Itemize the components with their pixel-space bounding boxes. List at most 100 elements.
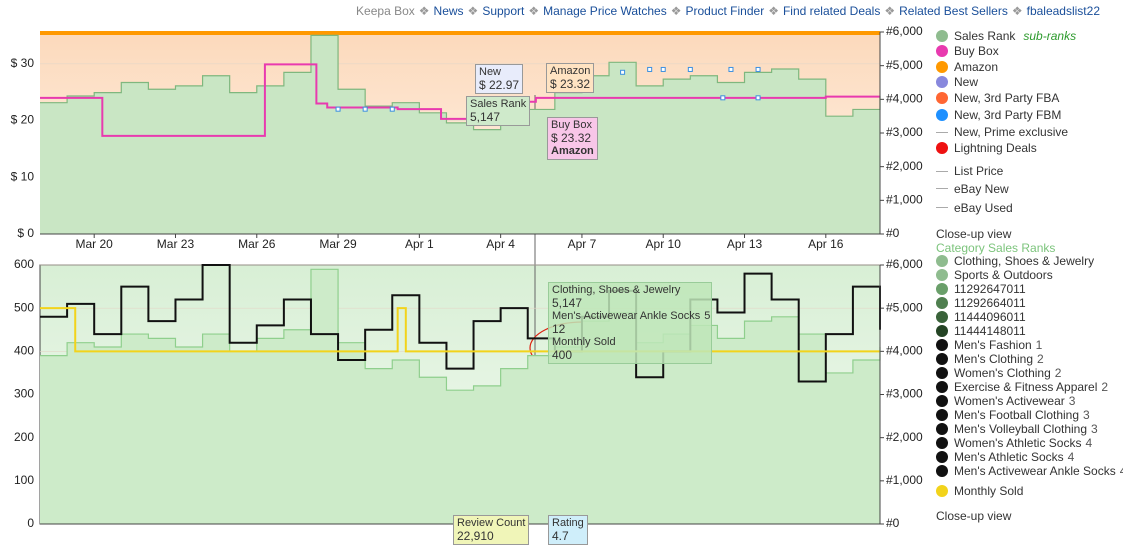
legend-dot xyxy=(936,450,948,463)
legend-label: eBay Used xyxy=(954,200,1013,215)
legend-label: Men's Volleyball Clothing xyxy=(954,421,1088,436)
legend-item[interactable]: Exercise & Fitness Apparel 2 xyxy=(936,380,1123,394)
nav-link[interactable]: Manage Price Watches xyxy=(543,4,667,18)
legend-level: 3 xyxy=(1083,407,1090,422)
tooltip-value: 5,147 xyxy=(470,110,501,124)
rank-area xyxy=(40,35,880,234)
legend-item[interactable]: 11292664011 xyxy=(936,296,1123,310)
charts: $ 0 $ 10 $ 20 $ 30 #0 #1,000 #2,000 #3,000 #4,00… xyxy=(11,24,923,530)
legend-item[interactable]: 11444148011 xyxy=(936,324,1123,338)
x-tick-label: Apr 10 xyxy=(646,237,682,251)
legend-item[interactable]: eBay New xyxy=(936,179,1123,198)
y-tick-label: 500 xyxy=(14,300,34,314)
nav-link[interactable]: Support xyxy=(482,4,525,18)
sub-ranks[interactable]: sub-ranks xyxy=(1023,28,1077,43)
legend-item[interactable]: Men's Fashion 1 xyxy=(936,338,1123,352)
y-tick-label: 0 xyxy=(27,516,34,530)
tooltip-level: 5 xyxy=(704,310,711,322)
legend-item[interactable]: Lightning Deals xyxy=(936,140,1123,156)
legend-item[interactable]: Sales Rank sub-ranks xyxy=(936,28,1123,44)
legend-item[interactable]: List Price xyxy=(936,164,1123,180)
tooltip: Sales Rank 5,147 xyxy=(466,96,531,126)
nav-link[interactable]: fbaleadslist22 xyxy=(1026,4,1100,18)
legend-item[interactable]: New, Prime exclusive xyxy=(936,125,1123,141)
y-tick-label: $ 10 xyxy=(11,169,35,183)
x-tick-label: Mar 23 xyxy=(157,237,195,251)
legend-level: 2 xyxy=(1037,351,1044,366)
legend-label: Men's Activewear Ankle Socks xyxy=(954,463,1116,478)
legend-dot xyxy=(936,310,948,323)
legend-item[interactable]: eBay Used xyxy=(936,198,1123,217)
nav-bar: Keepa Box ❖ News ❖ Support ❖ Manage Price Watc… xyxy=(352,4,1100,18)
legend-item[interactable]: Women's Athletic Socks 4 xyxy=(936,436,1123,450)
tooltip-rank: 5,147 xyxy=(552,296,583,310)
tooltip-label: Sales Rank xyxy=(470,98,527,110)
y-tick-label: $ 20 xyxy=(11,113,35,127)
nav-separator: ❖ xyxy=(528,4,540,18)
legend-item[interactable]: Men's Football Clothing 3 xyxy=(936,408,1123,422)
footer-label: Review Count xyxy=(457,517,526,529)
legend-dot xyxy=(936,254,948,267)
legend-dot xyxy=(936,324,948,337)
nav-link[interactable]: Related Best Sellers xyxy=(899,4,1008,18)
legend-label: eBay New xyxy=(954,181,1009,196)
legend-label: Lightning Deals xyxy=(954,140,1037,155)
closeup-toggle[interactable]: Close-up view xyxy=(936,227,1012,242)
y-tick-label: $ 30 xyxy=(11,56,35,70)
new-price-point xyxy=(755,66,761,72)
legend-item[interactable]: Sports & Outdoors xyxy=(936,268,1123,282)
legend-item[interactable]: Monthly Sold xyxy=(936,483,1123,499)
legend-item[interactable]: Men's Volleyball Clothing 3 xyxy=(936,422,1123,436)
legend-item[interactable]: New xyxy=(936,75,1123,91)
nav-link[interactable]: Keepa Box xyxy=(356,4,415,18)
legend-level: 2 xyxy=(1101,379,1109,394)
legend-label: New, Prime exclusive xyxy=(954,125,1069,140)
legend-dot xyxy=(936,422,948,435)
closeup-toggle[interactable]: Close-up view xyxy=(936,508,1012,523)
legend-label: New xyxy=(954,75,979,90)
x-tick-label: Mar 29 xyxy=(319,237,357,251)
new-price-point xyxy=(660,66,666,72)
legend-item[interactable]: Women's Clothing 2 xyxy=(936,366,1123,380)
step-line xyxy=(40,307,880,353)
legend-item[interactable]: Amazon xyxy=(936,59,1123,75)
x-tick-label: Apr 13 xyxy=(727,237,763,251)
y2-tick-label: #2,000 xyxy=(886,430,923,444)
y-tick-label: 300 xyxy=(14,387,34,401)
legend-label: List Price xyxy=(954,164,1004,179)
legend-item[interactable]: 11444096011 xyxy=(936,310,1123,324)
legend-dot xyxy=(936,394,948,407)
legend-dot xyxy=(936,91,948,104)
legend-item[interactable]: Clothing, Shoes & Jewelry xyxy=(936,254,1123,268)
legend-label: Monthly Sold xyxy=(954,483,1024,498)
footer-value: 22,910 xyxy=(457,529,494,543)
new-price-point xyxy=(687,66,693,72)
legend-item[interactable]: New, 3rd Party FBM xyxy=(936,106,1123,125)
y2-tick-label: #4,000 xyxy=(886,344,923,358)
nav-separator: ❖ xyxy=(467,4,479,18)
legend-item[interactable]: Men's Clothing 2 xyxy=(936,352,1123,366)
new-price-point xyxy=(720,95,726,101)
legend-level: 1 xyxy=(1035,337,1043,352)
footer-tooltip: Rating 4.7 xyxy=(548,515,588,545)
tooltip: Buy Box $ 23.32 Amazon xyxy=(547,117,598,160)
y-tick-label: 600 xyxy=(14,257,34,271)
nav-link[interactable]: Product Finder xyxy=(685,4,765,18)
legend-dot xyxy=(936,109,948,121)
legend-label: 11292647011 xyxy=(954,281,1026,296)
legend-item[interactable]: Men's Athletic Socks 4 xyxy=(936,450,1123,464)
legend-item[interactable]: Buy Box xyxy=(936,44,1123,60)
tooltip-label: New xyxy=(479,66,502,78)
tooltip-value: $ 22.97 xyxy=(479,78,520,92)
legend-label: 11444148011 xyxy=(954,323,1026,338)
legend-item[interactable]: Women's Activewear 3 xyxy=(936,394,1123,408)
tooltip: Amazon $ 23.32 xyxy=(546,63,595,93)
legend-item[interactable]: 11292647011 xyxy=(936,282,1123,296)
y-tick-label: $ 0 xyxy=(17,226,34,240)
nav-link[interactable]: News xyxy=(433,4,464,18)
legend-level: 3 xyxy=(1068,393,1076,408)
legend-item[interactable]: Men's Activewear Ankle Socks 4 xyxy=(936,464,1123,478)
nav-link[interactable]: Find related Deals xyxy=(782,4,881,18)
new-price-point xyxy=(389,106,395,112)
legend-item[interactable]: New, 3rd Party FBA xyxy=(936,90,1123,106)
